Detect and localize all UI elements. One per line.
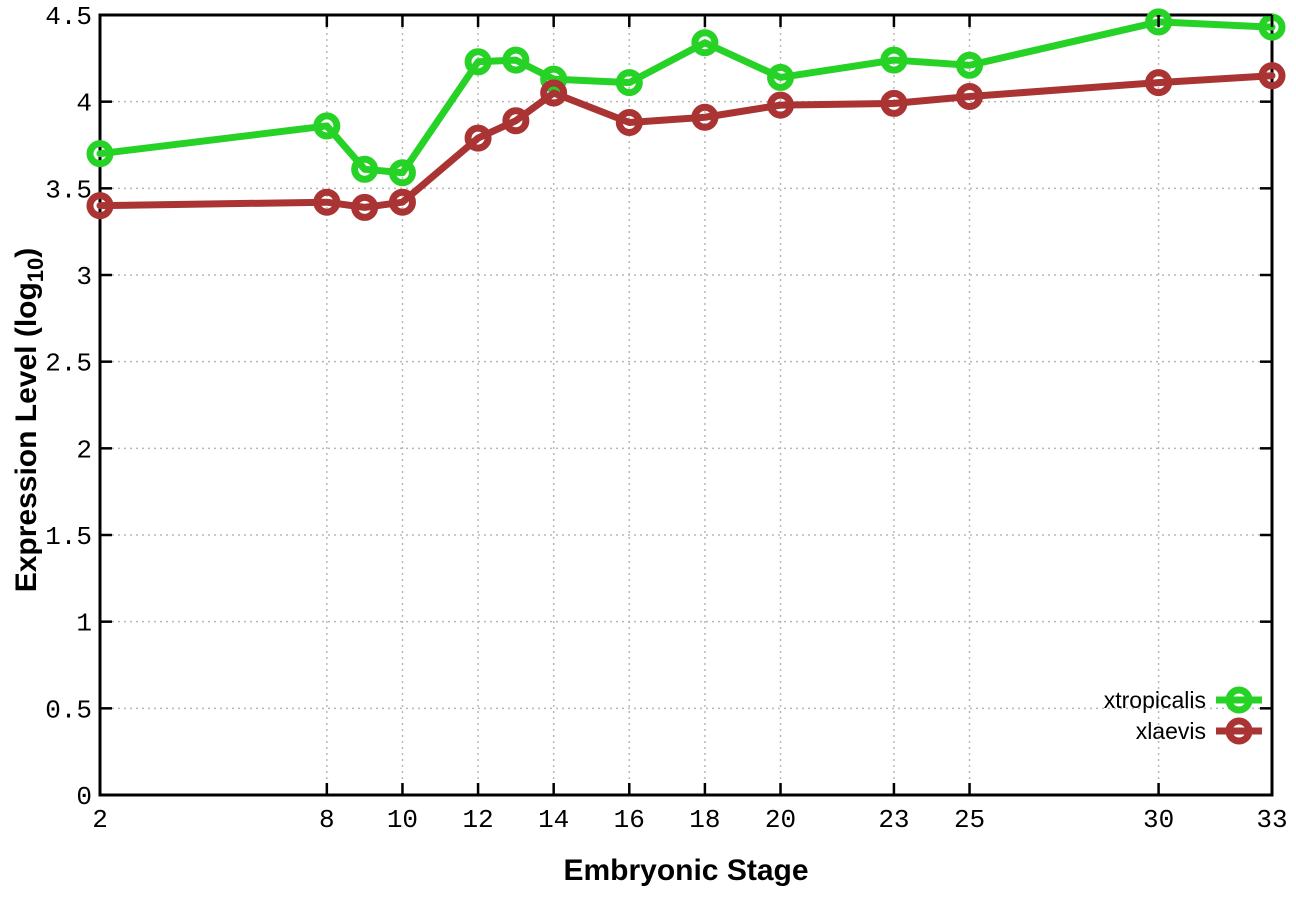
- x-tick-label-25: 25: [954, 805, 985, 835]
- data-point-xlaevis-33: [1258, 62, 1286, 90]
- data-point-xtropicalis-30: [1145, 8, 1173, 36]
- series-line-xtropicalis: [96, 18, 1276, 177]
- data-point-xtropicalis-14: [540, 65, 568, 93]
- x-tick-label-10: 10: [387, 805, 418, 835]
- y-tick-label-4.5: 4.5: [45, 2, 92, 32]
- x-tick-label-18: 18: [689, 805, 720, 835]
- x-tick-label-20: 20: [765, 805, 796, 835]
- data-point-xlaevis-9: [351, 193, 379, 221]
- data-point-xtropicalis-20: [767, 63, 795, 91]
- y-axis-title-suffix: ): [10, 248, 43, 258]
- plot-border-rect: [98, 13, 1274, 797]
- legend-label-xtropicalis: xtropicalis: [1104, 687, 1206, 713]
- data-point-xtropicalis-10: [388, 159, 416, 187]
- x-tick-label-23: 23: [878, 805, 909, 835]
- y-tick-label-1: 1: [76, 609, 92, 639]
- y-tick-label-3.5: 3.5: [45, 175, 92, 205]
- x-axis-title: Embryonic Stage: [563, 854, 808, 887]
- data-point-xtropicalis-18: [691, 29, 719, 57]
- data-point-xlaevis-30: [1145, 69, 1173, 97]
- x-tick-label-8: 8: [319, 805, 335, 835]
- data-point-xtropicalis-25: [956, 51, 984, 79]
- legend-label-xlaevis: xlaevis: [1136, 718, 1206, 744]
- legend-entry-xlaevis: xlaevis: [1136, 717, 1262, 745]
- y-axis-title-main: Expression Level (log: [10, 282, 43, 592]
- x-tick-label-2: 2: [92, 805, 108, 835]
- data-point-xlaevis-10: [388, 188, 416, 216]
- data-point-xlaevis-2: [86, 192, 114, 220]
- data-point-xlaevis-8: [313, 188, 341, 216]
- data-point-xtropicalis-12: [464, 48, 492, 76]
- x-tick-label-12: 12: [462, 805, 493, 835]
- data-point-xlaevis-18: [691, 103, 719, 131]
- data-point-xtropicalis-13: [502, 46, 530, 74]
- legend: xtropicalis xlaevis: [1104, 686, 1262, 745]
- axis-tick-labels: 2 8 10 12 14 16 18 20 23 25 30 33 0 0.5 1 1.5 2 2.5 3 3.5 4 4…: [45, 2, 1287, 835]
- y-tick-label-4: 4: [76, 89, 92, 119]
- data-point-xtropicalis-23: [880, 46, 908, 74]
- data-point-xtropicalis-9: [351, 155, 379, 183]
- data-point-xtropicalis-8: [313, 112, 341, 140]
- legend-marker-xtropicalis: [1225, 686, 1253, 714]
- data-point-xlaevis-20: [767, 91, 795, 119]
- y-axis-title: Expression Level (log10): [10, 248, 48, 593]
- data-point-xtropicalis-16: [615, 69, 643, 97]
- x-tick-label-14: 14: [538, 805, 569, 835]
- axis-tick-marks: [98, 13, 1274, 797]
- y-tick-label-0.5: 0.5: [45, 695, 92, 725]
- gridlines: [99, 14, 1273, 796]
- data-series: [86, 8, 1286, 221]
- data-point-xlaevis-12: [464, 124, 492, 152]
- legend-marker-xlaevis: [1225, 717, 1253, 745]
- y-tick-label-3: 3: [76, 262, 92, 292]
- y-tick-label-2: 2: [76, 435, 92, 465]
- data-point-xlaevis-25: [956, 82, 984, 110]
- plot-border: [98, 13, 1274, 797]
- data-point-xtropicalis-2: [86, 140, 114, 168]
- y-tick-label-2.5: 2.5: [45, 349, 92, 379]
- data-point-xlaevis-14: [540, 79, 568, 107]
- y-axis-title-subscript: 10: [23, 258, 48, 282]
- x-tick-label-16: 16: [614, 805, 645, 835]
- x-tick-label-33: 33: [1256, 805, 1287, 835]
- data-point-xlaevis-13: [502, 107, 530, 135]
- x-tick-label-30: 30: [1143, 805, 1174, 835]
- y-tick-label-1.5: 1.5: [45, 522, 92, 552]
- y-tick-label-0: 0: [76, 782, 92, 812]
- data-point-xlaevis-16: [615, 108, 643, 136]
- legend-entry-xtropicalis: xtropicalis: [1104, 686, 1262, 714]
- data-point-xlaevis-23: [880, 89, 908, 117]
